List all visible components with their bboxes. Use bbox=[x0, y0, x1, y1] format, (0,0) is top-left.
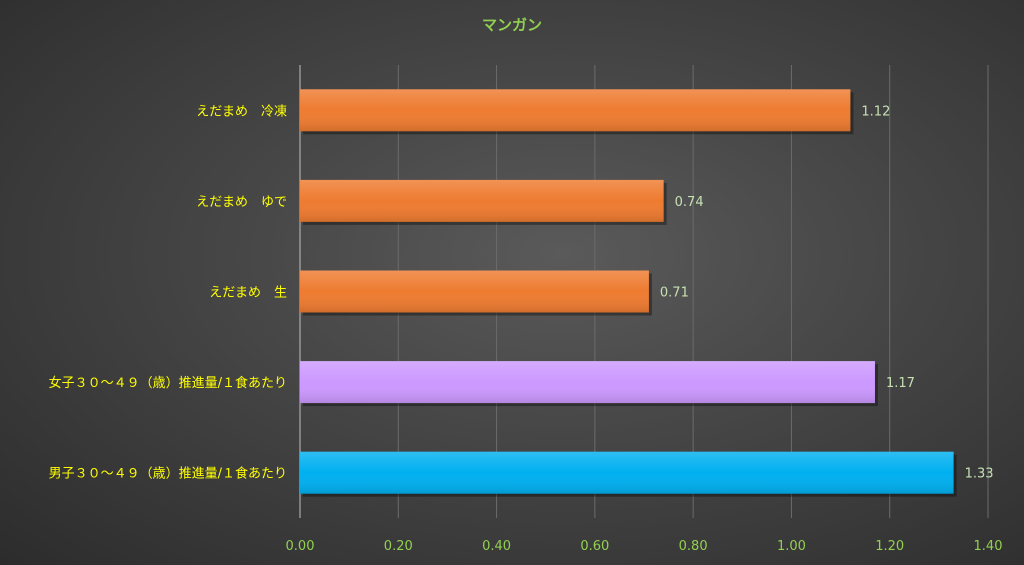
chart-title: マンガン bbox=[481, 16, 542, 34]
bar-highlight bbox=[300, 179, 664, 222]
data-label: 0.74 bbox=[675, 195, 704, 210]
value-labels: 1.12 0.74 0.71 1.17 1.33 bbox=[660, 104, 994, 481]
bars bbox=[300, 89, 957, 497]
x-tick-label: 1.00 bbox=[777, 539, 806, 554]
x-tick-label: 0.00 bbox=[286, 539, 315, 554]
category-label: えだまめ ゆで bbox=[196, 195, 287, 210]
data-label: 1.17 bbox=[886, 376, 915, 391]
data-label: 1.33 bbox=[965, 467, 994, 482]
category-label: 女子３０～４９（歳）推進量/１食あたり bbox=[49, 375, 287, 391]
bar-highlight bbox=[300, 270, 649, 313]
bar-highlight bbox=[300, 89, 851, 132]
x-tick-label: 0.20 bbox=[384, 539, 413, 554]
x-tick-label: 1.20 bbox=[875, 539, 904, 554]
x-tick-label: 0.60 bbox=[580, 539, 609, 554]
x-tick-labels: 0.00 0.20 0.40 0.60 0.80 1.00 1.20 1.40 bbox=[286, 539, 1003, 554]
x-tick-label: 1.40 bbox=[974, 539, 1003, 554]
bar-highlight bbox=[300, 361, 875, 404]
category-label: えだまめ 冷凍 bbox=[196, 103, 287, 119]
category-label: 男子３０～４９（歳）推進量/１食あたり bbox=[49, 466, 287, 482]
category-label: えだまめ 生 bbox=[209, 286, 287, 301]
bar-highlight bbox=[300, 451, 954, 494]
data-label: 0.71 bbox=[660, 286, 689, 301]
data-label: 1.12 bbox=[861, 104, 890, 119]
x-tick-label: 0.40 bbox=[482, 539, 511, 554]
x-tick-label: 0.80 bbox=[679, 539, 708, 554]
